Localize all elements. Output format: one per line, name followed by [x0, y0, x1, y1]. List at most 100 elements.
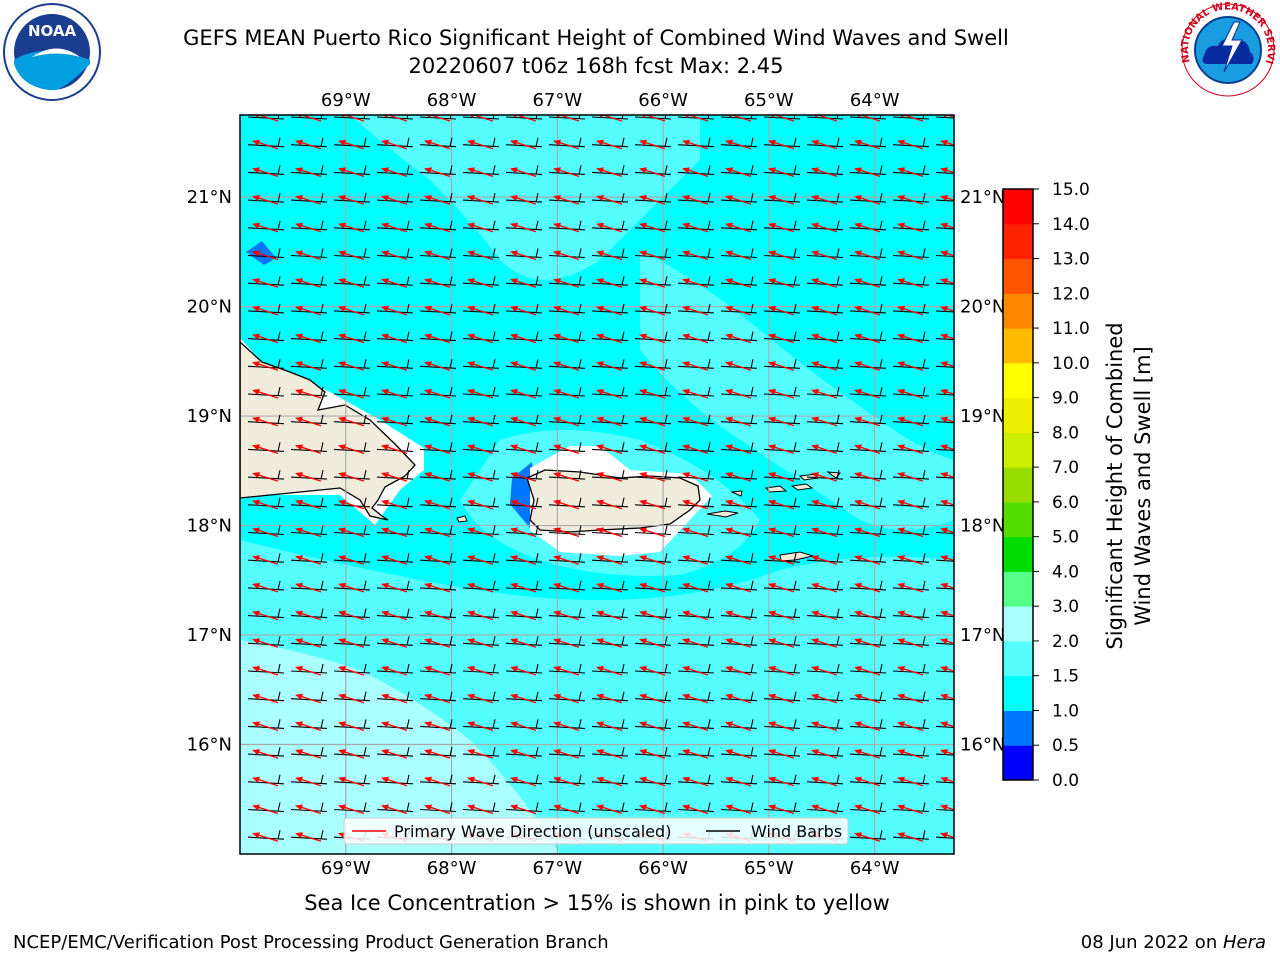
wave-direction-arrowhead — [725, 167, 733, 174]
vector-glyph — [376, 525, 414, 538]
wind-barb-flag — [922, 469, 926, 480]
wave-direction-arrowhead — [295, 222, 303, 229]
wind-barb-flag — [406, 359, 410, 369]
wind-barb-flag — [922, 276, 926, 286]
wind-barb-flag — [922, 663, 926, 674]
wind-barb-flag — [966, 249, 968, 258]
wind-barb-flag — [492, 663, 496, 674]
wind-barb-flag — [664, 276, 668, 286]
vector-glyph — [634, 442, 672, 455]
wind-barb-flag — [836, 469, 840, 480]
wave-direction-arrow — [384, 667, 408, 676]
wind-barb-flag — [621, 442, 625, 452]
wave-direction-arrow — [642, 307, 666, 316]
vector-glyph — [376, 719, 414, 732]
vector-glyph — [720, 220, 758, 233]
wave-direction-arrow — [556, 528, 580, 538]
wind-barb-flag — [535, 248, 539, 258]
wind-barb-flag — [750, 331, 754, 341]
wind-barb-flag — [836, 115, 839, 120]
wind-barb-flag — [406, 802, 410, 812]
wave-direction-arrowhead — [940, 666, 948, 672]
wave-direction-arrowhead — [682, 222, 690, 229]
wave-direction-arrowhead — [295, 305, 303, 312]
wave-direction-arrowhead — [467, 250, 475, 257]
wave-direction-arrow — [513, 584, 537, 593]
wind-barb-flag — [966, 387, 968, 396]
wave-direction-arrow — [384, 722, 408, 732]
wind-barb-flag — [793, 192, 797, 203]
wave-direction-arrow — [341, 501, 365, 510]
wind-barb-flag — [535, 442, 539, 452]
wave-direction-arrowhead — [596, 416, 604, 423]
wave-direction-arrow — [857, 722, 881, 732]
wind-barb-flag — [750, 303, 754, 314]
wave-direction-arrowhead — [854, 527, 862, 534]
wave-direction-arrow — [255, 224, 279, 233]
vector-glyph — [806, 192, 844, 205]
wind-barb-flag — [406, 580, 410, 591]
wind-barb-flag — [750, 359, 754, 369]
wind-barb-flag — [363, 220, 367, 230]
vector-glyph — [720, 719, 758, 732]
wave-direction-arrowhead — [897, 693, 905, 700]
wave-direction-arrow — [298, 279, 322, 288]
wave-direction-arrow — [255, 722, 279, 732]
vector-glyph — [505, 359, 543, 371]
wave-direction-arrow — [384, 445, 408, 455]
wind-barb-flag — [750, 276, 754, 286]
wind-barb-flag — [879, 497, 883, 507]
wave-direction-arrow — [298, 501, 322, 510]
wind-barb-flag — [793, 442, 797, 452]
wave-direction-arrowhead — [424, 250, 432, 257]
vector-glyph — [333, 137, 371, 150]
vector-glyph — [591, 746, 629, 759]
lat-label-left: 17°N — [187, 625, 232, 646]
vector-glyph — [591, 691, 629, 704]
wave-direction-arrow — [384, 695, 408, 704]
wave-direction-arrowhead — [940, 333, 948, 340]
vector-glyph — [634, 580, 672, 593]
wind-barb-flag — [277, 414, 281, 424]
wind-barb-flag — [836, 165, 840, 175]
wave-direction-arrow — [857, 584, 881, 593]
wind-barb-flag — [621, 636, 625, 646]
wave-direction-arrow — [771, 667, 795, 676]
vector-glyph — [849, 386, 887, 399]
vector-glyph — [376, 497, 414, 510]
vector-glyph — [505, 719, 543, 732]
wave-direction-arrowhead — [467, 361, 475, 368]
wind-barb-flag — [879, 580, 883, 591]
wave-direction-arrowhead — [768, 333, 776, 340]
wave-direction-arrowhead — [639, 333, 647, 340]
wind-barb-flag — [879, 115, 882, 120]
wind-barb-flag — [966, 332, 968, 341]
wave-direction-arrowhead — [295, 749, 303, 756]
vector-glyph — [892, 830, 930, 842]
wind-barb-flag — [406, 719, 410, 729]
wave-direction-arrowhead — [295, 693, 303, 700]
wave-direction-arrowhead — [725, 278, 733, 285]
wind-barb-shaft — [935, 476, 954, 479]
vector-glyph — [290, 331, 328, 344]
vector-glyph — [763, 220, 801, 233]
vector-glyph — [892, 774, 930, 787]
wave-direction-arrow — [642, 528, 666, 538]
vector-glyph — [333, 580, 371, 593]
wave-direction-arrow — [814, 528, 838, 538]
vector-glyph — [935, 776, 954, 784]
wave-direction-arrow — [685, 584, 709, 593]
wave-direction-arrow — [513, 722, 537, 732]
wave-direction-arrowhead — [897, 666, 905, 672]
vector-glyph — [763, 553, 801, 565]
wind-barb-flag — [492, 469, 496, 480]
wave-direction-arrowhead — [295, 444, 303, 451]
wave-direction-arrowhead — [338, 416, 346, 423]
vector-glyph — [376, 276, 414, 288]
wave-direction-arrowhead — [940, 472, 948, 479]
wave-direction-arrow — [341, 611, 365, 621]
wave-direction-arrowhead — [553, 749, 561, 756]
wave-direction-arrow — [771, 722, 795, 732]
vector-glyph — [849, 663, 887, 676]
wave-direction-arrow — [814, 667, 838, 676]
